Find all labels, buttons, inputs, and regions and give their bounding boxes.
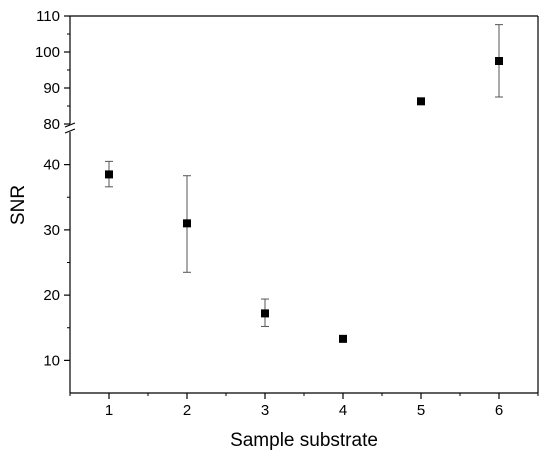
data-point	[261, 309, 269, 318]
y-tick-label: 20	[43, 287, 60, 304]
data-point	[417, 97, 425, 106]
data-point	[183, 219, 191, 228]
y-tick-label: 100	[35, 44, 60, 61]
x-tick-label: 3	[261, 402, 269, 419]
y-axis-label: SNR	[8, 185, 29, 225]
axes: 1 2 3 4 5 6 10 20 30 40 80 90 100 110	[35, 8, 539, 419]
data-point	[495, 57, 503, 65]
plot-area	[105, 24, 503, 343]
y-tick-label: 40	[43, 157, 60, 174]
axis-break-mark	[64, 128, 76, 134]
y-tick-label: 30	[43, 222, 60, 239]
y-tick-label: 10	[43, 352, 60, 369]
x-tick-label: 2	[183, 402, 191, 419]
y-tick-label: 90	[43, 80, 60, 97]
y-tick-label: 80	[43, 116, 60, 133]
data-point	[105, 170, 113, 179]
x-tick-label: 1	[105, 402, 113, 419]
y-tick-label: 110	[36, 8, 60, 25]
x-tick-label: 4	[339, 402, 347, 419]
x-tick-label: 5	[417, 402, 425, 419]
x-axis-label: Sample substrate	[230, 430, 378, 451]
x-tick-label: 6	[495, 402, 503, 419]
data-point	[339, 334, 347, 343]
axis-break-mark	[64, 122, 76, 128]
